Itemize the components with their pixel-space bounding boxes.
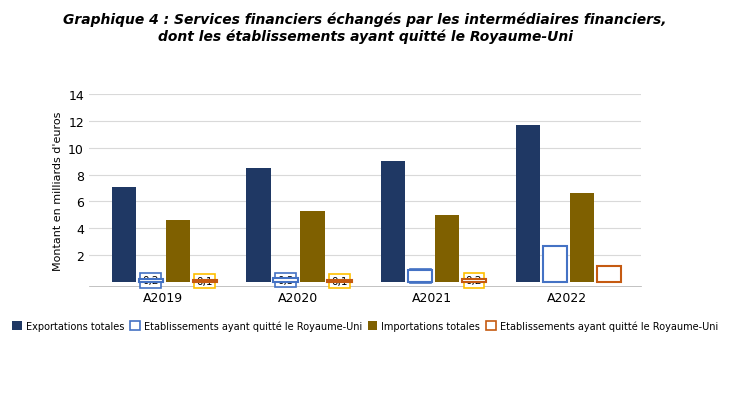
Y-axis label: Montant en milliards d'euros: Montant en milliards d'euros — [53, 111, 63, 270]
Legend: Exportations totales, Etablissements ayant quitté le Royaume-Uni, Importations t: Exportations totales, Etablissements aya… — [8, 317, 722, 335]
Text: 0,2: 0,2 — [466, 276, 483, 286]
Text: 0,9: 0,9 — [412, 271, 429, 281]
Bar — [274, 278, 298, 282]
Text: 0,1: 0,1 — [196, 276, 213, 286]
Bar — [193, 281, 217, 282]
Bar — [166, 220, 190, 282]
Bar — [300, 211, 325, 282]
Bar — [408, 270, 432, 282]
Text: Graphique 4 : Services financiers échangés par les intermédiaires financiers,
do: Graphique 4 : Services financiers échang… — [64, 12, 666, 43]
Bar — [462, 279, 486, 282]
Bar — [596, 266, 621, 282]
Bar — [435, 215, 459, 282]
Bar — [327, 281, 352, 282]
Bar — [381, 162, 405, 282]
Text: 0,1: 0,1 — [331, 276, 347, 286]
Bar — [516, 126, 540, 282]
Bar — [247, 169, 271, 282]
Text: 0,2: 0,2 — [142, 276, 159, 286]
Bar — [569, 194, 594, 282]
Text: 2,7: 2,7 — [547, 259, 564, 269]
Bar — [543, 246, 567, 282]
Bar — [139, 279, 163, 282]
Text: 1,2: 1,2 — [601, 269, 617, 279]
Bar — [112, 187, 136, 282]
Text: 0,3: 0,3 — [277, 275, 293, 285]
